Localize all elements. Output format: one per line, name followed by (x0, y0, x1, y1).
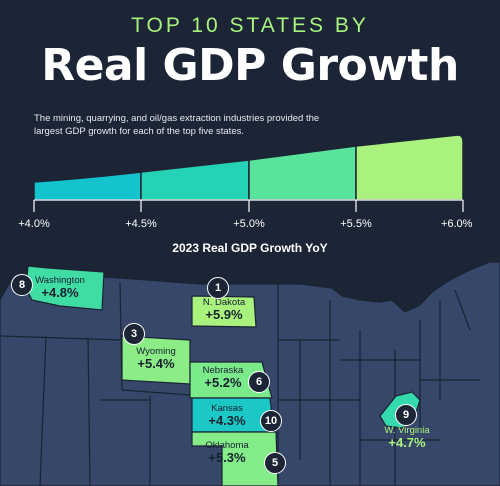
scale-tick-label-4: +5.5% (340, 218, 372, 230)
description: The mining, quarrying, and oil/gas extra… (34, 113, 320, 137)
scale-tick-label-5: +6.0% (440, 218, 473, 230)
scale-segment-4 (355, 134, 464, 201)
rank-badge-north-dakota: 1 (207, 277, 229, 299)
rank-badge-nebraska: 6 (248, 371, 270, 393)
growth-scale-legend (33, 134, 464, 212)
scale-tick-label-3: +5.0% (233, 218, 265, 230)
rank-badge-wyoming: 3 (123, 323, 145, 345)
scale-segment-2 (140, 159, 250, 201)
scale-tick-label-1: +4.0% (18, 218, 50, 230)
state-north-dakota (191, 295, 257, 328)
state-name: Wyoming (136, 346, 176, 357)
label-washington: Washington +4.8% (30, 276, 90, 300)
label-west-virginia: W. Virginia +4.7% (374, 426, 440, 450)
state-name: N. Dakota (202, 297, 246, 308)
state-oklahoma (191, 431, 279, 486)
state-value: +5.4% (137, 355, 175, 371)
state-name: Nebraska (202, 365, 244, 376)
state-value: +5.2% (204, 374, 242, 390)
rank-badge-west-virginia: 9 (395, 404, 417, 426)
rank-badge-oklahoma: 5 (264, 452, 286, 474)
rank-badge-washington: 8 (11, 274, 33, 296)
label-wyoming: Wyoming +5.4% (124, 347, 188, 371)
label-nebraska: Nebraska +5.2% (196, 366, 250, 390)
label-kansas: Kansas +4.3% (200, 404, 254, 428)
state-value: +4.8% (41, 284, 79, 300)
state-name: Washington (35, 275, 85, 286)
label-oklahoma: Oklahoma +5.3% (192, 441, 262, 465)
state-value: +5.3% (208, 449, 246, 465)
scale-axis-title: 2023 Real GDP Growth YoY (172, 241, 328, 255)
scale-tick-label-2: +4.5% (125, 218, 157, 230)
label-north-dakota: N. Dakota +5.9% (194, 298, 254, 322)
header-kicker: TOP 10 STATES BY (131, 14, 369, 37)
state-value: +4.7% (388, 434, 426, 450)
state-value: +4.3% (208, 412, 246, 428)
state-name: W. Virginia (384, 425, 430, 436)
scale-segment-3 (248, 145, 357, 201)
page-title: Real GDP Growth (41, 40, 459, 91)
scale-segment-1 (33, 171, 142, 201)
state-name: Kansas (211, 403, 243, 414)
state-value: +5.9% (205, 306, 243, 322)
state-name: Oklahoma (205, 440, 249, 451)
rank-badge-kansas: 10 (260, 410, 282, 432)
